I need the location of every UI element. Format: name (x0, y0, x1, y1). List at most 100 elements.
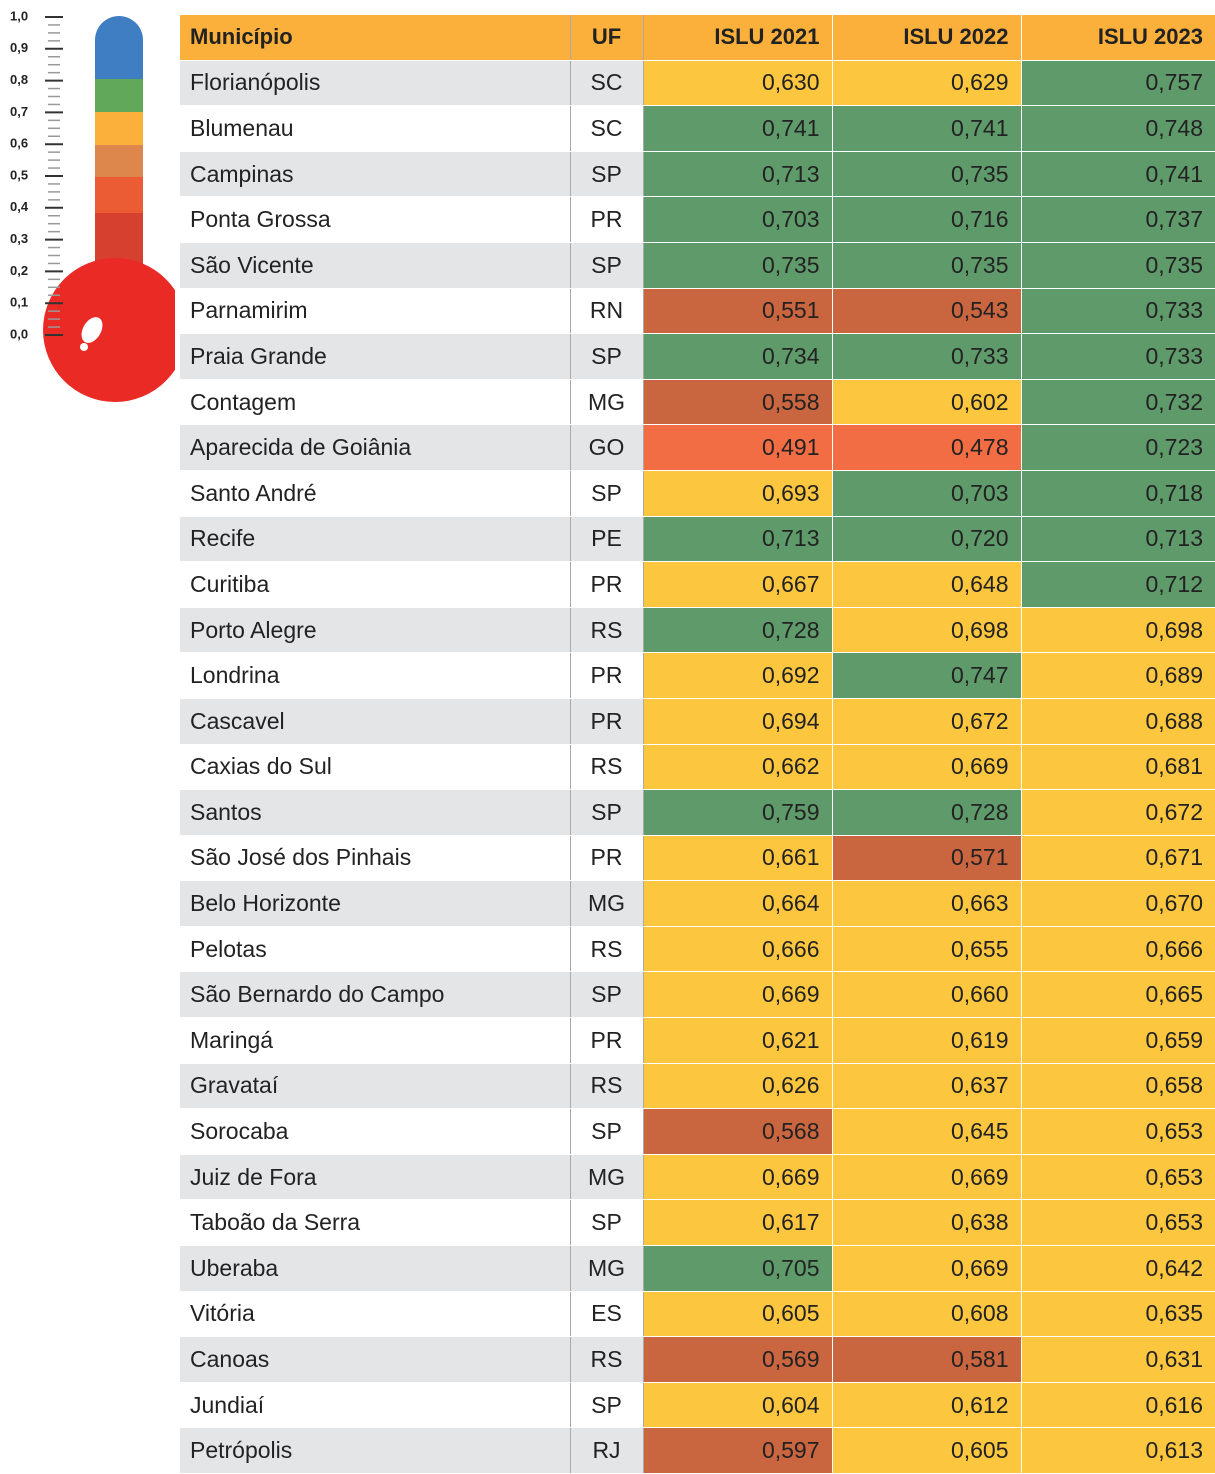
state: SC (570, 60, 644, 107)
state: RJ (570, 1427, 644, 1474)
score: 0,693 (642, 470, 832, 517)
state: MG (570, 379, 644, 426)
score: 0,720 (831, 516, 1021, 563)
score: 0,571 (831, 835, 1021, 882)
score: 0,703 (642, 196, 832, 243)
score: 0,653 (1020, 1108, 1215, 1155)
score: 0,670 (1020, 880, 1215, 927)
state: PR (570, 196, 644, 243)
score: 0,663 (831, 880, 1021, 927)
score: 0,629 (831, 60, 1021, 107)
score: 0,705 (642, 1245, 832, 1292)
score: 0,703 (831, 470, 1021, 517)
row: Sorocaba SP 0,568 0,645 0,653 (180, 1108, 1215, 1155)
score: 0,692 (642, 652, 832, 699)
thermometer (43, 16, 175, 402)
score: 0,694 (642, 698, 832, 745)
score: 0,626 (642, 1063, 832, 1110)
row: Florianópolis SC 0,630 0,629 0,757 (180, 60, 1215, 107)
municipality: Curitiba (180, 561, 571, 608)
score: 0,741 (1020, 151, 1215, 198)
state: SP (570, 470, 644, 517)
municipality: Sorocaba (180, 1108, 571, 1155)
state: SP (570, 1382, 644, 1429)
state: PR (570, 652, 644, 699)
municipality: Uberaba (180, 1245, 571, 1292)
highlight (81, 317, 103, 343)
state: RS (570, 607, 644, 654)
municipality: Porto Alegre (180, 607, 571, 654)
score: 0,597 (642, 1427, 832, 1474)
band (95, 112, 143, 145)
state: RN (570, 288, 644, 335)
score: 0,613 (1020, 1427, 1215, 1474)
score: 0,681 (1020, 744, 1215, 791)
score: 0,638 (831, 1199, 1021, 1247)
state: MG (570, 1245, 644, 1292)
scale-label: 0,6 (10, 136, 28, 151)
state: RS (570, 926, 644, 973)
score: 0,637 (831, 1063, 1021, 1110)
municipality: Jundiaí (180, 1382, 571, 1429)
state: ES (570, 1291, 644, 1338)
header-cell: ISLU 2021 (642, 15, 832, 61)
municipality: Belo Horizonte (180, 880, 571, 927)
score: 0,671 (1020, 835, 1215, 882)
municipality: Vitória (180, 1291, 571, 1338)
row: Caxias do Sul RS 0,662 0,669 0,681 (180, 744, 1215, 791)
row: Jundiaí SP 0,604 0,612 0,616 (180, 1382, 1215, 1429)
municipality: Aparecida de Goiânia (180, 424, 571, 471)
row: Aparecida de Goiânia GO 0,491 0,478 0,723 (180, 424, 1215, 471)
row: Uberaba MG 0,705 0,669 0,642 (180, 1245, 1215, 1292)
municipality: Taboão da Serra (180, 1199, 571, 1247)
score: 0,662 (642, 744, 832, 791)
state: SP (570, 333, 644, 380)
score: 0,741 (831, 105, 1021, 152)
state: PR (570, 835, 644, 882)
municipality: Maringá (180, 1017, 571, 1064)
score: 0,612 (831, 1382, 1021, 1429)
score: 0,733 (831, 333, 1021, 380)
score: 0,543 (831, 288, 1021, 335)
state: MG (570, 1154, 644, 1201)
score: 0,608 (831, 1291, 1021, 1338)
scale-label: 0,2 (10, 263, 28, 278)
score: 0,748 (1020, 105, 1215, 152)
municipality: Caxias do Sul (180, 744, 571, 791)
scale: 1,0 0,9 0,8 0,7 0,6 0,5 0,4 0,3 0,2 0,1 0,0 (10, 8, 63, 341)
municipality: São Vicente (180, 242, 571, 289)
score: 0,478 (831, 424, 1021, 471)
state: PR (570, 561, 644, 608)
header-cell: ISLU 2022 (831, 15, 1021, 61)
score: 0,747 (831, 652, 1021, 699)
score: 0,718 (1020, 470, 1215, 517)
municipality: Florianópolis (180, 60, 571, 107)
row: São Bernardo do Campo SP 0,669 0,660 0,665 (180, 971, 1215, 1019)
score: 0,655 (831, 926, 1021, 973)
row: Recife PE 0,713 0,720 0,713 (180, 516, 1215, 563)
state: SP (570, 242, 644, 289)
row: Parnamirim RN 0,551 0,543 0,733 (180, 288, 1215, 335)
score: 0,732 (1020, 379, 1215, 426)
municipality: Santo André (180, 470, 571, 517)
score: 0,617 (642, 1199, 832, 1247)
score: 0,602 (831, 379, 1021, 426)
score: 0,669 (831, 744, 1021, 791)
score: 0,672 (1020, 789, 1215, 836)
score: 0,669 (831, 1154, 1021, 1201)
header-row: Município UF ISLU 2021 ISLU 2022 ISLU 2023 (180, 15, 1215, 61)
score: 0,734 (642, 333, 832, 380)
score: 0,733 (1020, 333, 1215, 380)
municipality: Pelotas (180, 926, 571, 973)
score: 0,619 (831, 1017, 1021, 1064)
municipality: Parnamirim (180, 288, 571, 335)
row: Juiz de Fora MG 0,669 0,669 0,653 (180, 1154, 1215, 1201)
row: São José dos Pinhais PR 0,661 0,571 0,671 (180, 835, 1215, 882)
header-cell: UF (570, 15, 644, 61)
scale-label: 0,5 (10, 167, 28, 182)
state: PR (570, 1017, 644, 1064)
score: 0,653 (1020, 1154, 1215, 1201)
score: 0,666 (642, 926, 832, 973)
municipality: Juiz de Fora (180, 1154, 571, 1201)
